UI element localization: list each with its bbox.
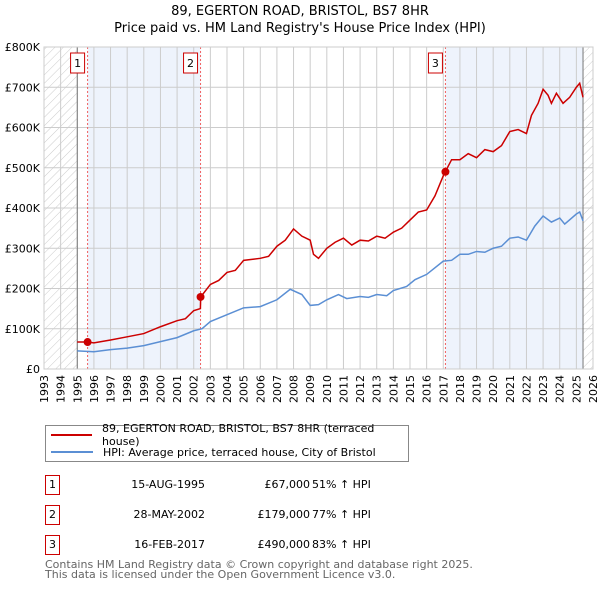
x-tick-label: 2005 xyxy=(238,375,251,403)
x-tick-label: 1996 xyxy=(88,375,101,403)
y-tick-label: £700K xyxy=(5,81,41,94)
y-tick-label: £100K xyxy=(5,323,41,336)
x-tick-label: 2021 xyxy=(504,375,517,403)
y-tick-label: £0 xyxy=(26,363,40,376)
x-tick-label: 2022 xyxy=(520,375,533,403)
sale-price: £490,000 xyxy=(257,538,311,551)
chart-title: 89, EGERTON ROAD, BRISTOL, BS7 8HR xyxy=(171,4,429,19)
legend-label-property: 89, EGERTON ROAD, BRISTOL, BS7 8HR (terr… xyxy=(102,422,375,448)
sale-point xyxy=(441,167,450,176)
sale-badge-box xyxy=(183,52,199,74)
x-tick-label: 2007 xyxy=(271,375,284,403)
x-tick-label: 2009 xyxy=(304,375,317,403)
legend-swatch-hpi xyxy=(51,451,93,453)
sale-price: £179,000 xyxy=(257,508,311,521)
chart: 1993 1994 1995 1996 1997 1998 1999 2000 2001 2002… xyxy=(5,41,600,403)
hpi-line xyxy=(77,210,584,353)
sale-badge-box xyxy=(70,52,86,74)
sale-badge-label: 2 xyxy=(187,57,194,70)
x-tick-label: 2015 xyxy=(404,375,417,403)
legend-label-hpi: HPI: Average price, terraced house, City… xyxy=(103,445,376,459)
sale-date: 15-AUG-1995 xyxy=(131,478,205,491)
sale-date: 28-MAY-2002 xyxy=(133,508,205,521)
x-tick-label: 2026 xyxy=(587,375,600,403)
sale-row: 2 28-MAY-2002 £179,000 77% ↑ HPI xyxy=(45,505,445,525)
x-tick-label: 2004 xyxy=(221,375,234,403)
x-tick-label: 2024 xyxy=(554,375,567,403)
sale-row: 3 16-FEB-2017 £490,000 83% ↑ HPI xyxy=(45,535,445,555)
x-tick-label: 2001 xyxy=(171,375,184,403)
x-tick-label: 2000 xyxy=(154,375,167,403)
x-tick-label: 2016 xyxy=(421,375,434,403)
y-tick-label: £600K xyxy=(5,122,41,135)
x-tick-label: 1994 xyxy=(55,375,68,403)
y-tick-label: £200K xyxy=(5,283,41,296)
x-tick-label: 2017 xyxy=(437,375,450,403)
x-tick-label: 2014 xyxy=(387,375,400,403)
sale-badge-label: 3 xyxy=(432,57,439,70)
footer-licence: This data is licensed under the Open Gov… xyxy=(45,568,396,581)
y-tick-label: £800K xyxy=(5,41,41,54)
x-tick-label: 2020 xyxy=(487,375,500,403)
x-tick-label: 1997 xyxy=(105,375,118,403)
x-tick-label: 2006 xyxy=(254,375,267,403)
sale-badge-box xyxy=(427,52,443,74)
y-tick-label: £300K xyxy=(5,242,41,255)
y-tick-label: £400K xyxy=(5,202,41,215)
sale-price: £67,000 xyxy=(264,478,311,491)
x-tick-label: 1998 xyxy=(121,375,134,403)
x-tick-label: 2018 xyxy=(454,375,467,403)
sale-row: 1 15-AUG-1995 £67,000 51% ↑ HPI xyxy=(45,475,445,495)
sale-hpi-diff: 77% ↑ HPI xyxy=(312,508,371,521)
property-price-line xyxy=(77,81,584,344)
sale-number: 2 xyxy=(45,505,60,525)
sale-hpi-diff: 51% ↑ HPI xyxy=(312,478,371,491)
x-tick-label: 1999 xyxy=(138,375,151,403)
x-tick-label: 1993 xyxy=(38,375,51,403)
x-tick-label: 1995 xyxy=(71,375,84,403)
sale-hpi-diff: 83% ↑ HPI xyxy=(312,538,371,551)
footer: Contains HM Land Registry data © Crown c… xyxy=(45,558,473,581)
x-tick-label: 2010 xyxy=(321,375,334,403)
x-tick-label: 2008 xyxy=(288,375,301,403)
y-tick-label: £500K xyxy=(5,162,41,175)
sale-point xyxy=(196,292,205,301)
sale-date: 16-FEB-2017 xyxy=(134,538,205,551)
legend: 89, EGERTON ROAD, BRISTOL, BS7 8HR (terr… xyxy=(45,422,409,462)
x-tick-label: 2023 xyxy=(537,375,550,403)
x-tick-label: 2025 xyxy=(570,375,583,403)
sale-number: 1 xyxy=(45,475,60,495)
sale-number: 3 xyxy=(45,535,60,555)
x-tick-label: 2012 xyxy=(354,375,367,403)
plot-frame xyxy=(43,46,594,370)
sale-badge-label: 1 xyxy=(74,57,81,70)
x-tick-label: 2019 xyxy=(471,375,484,403)
x-tick-label: 2002 xyxy=(188,375,201,403)
sale-point xyxy=(83,338,92,347)
x-tick-label: 2011 xyxy=(337,375,350,403)
x-tick-label: 2003 xyxy=(204,375,217,403)
x-tick-label: 2013 xyxy=(371,375,384,403)
legend-swatch-property xyxy=(51,434,93,436)
chart-subtitle: Price paid vs. HM Land Registry's House … xyxy=(114,21,486,36)
footer-copyright: Contains HM Land Registry data © Crown c… xyxy=(45,558,473,571)
